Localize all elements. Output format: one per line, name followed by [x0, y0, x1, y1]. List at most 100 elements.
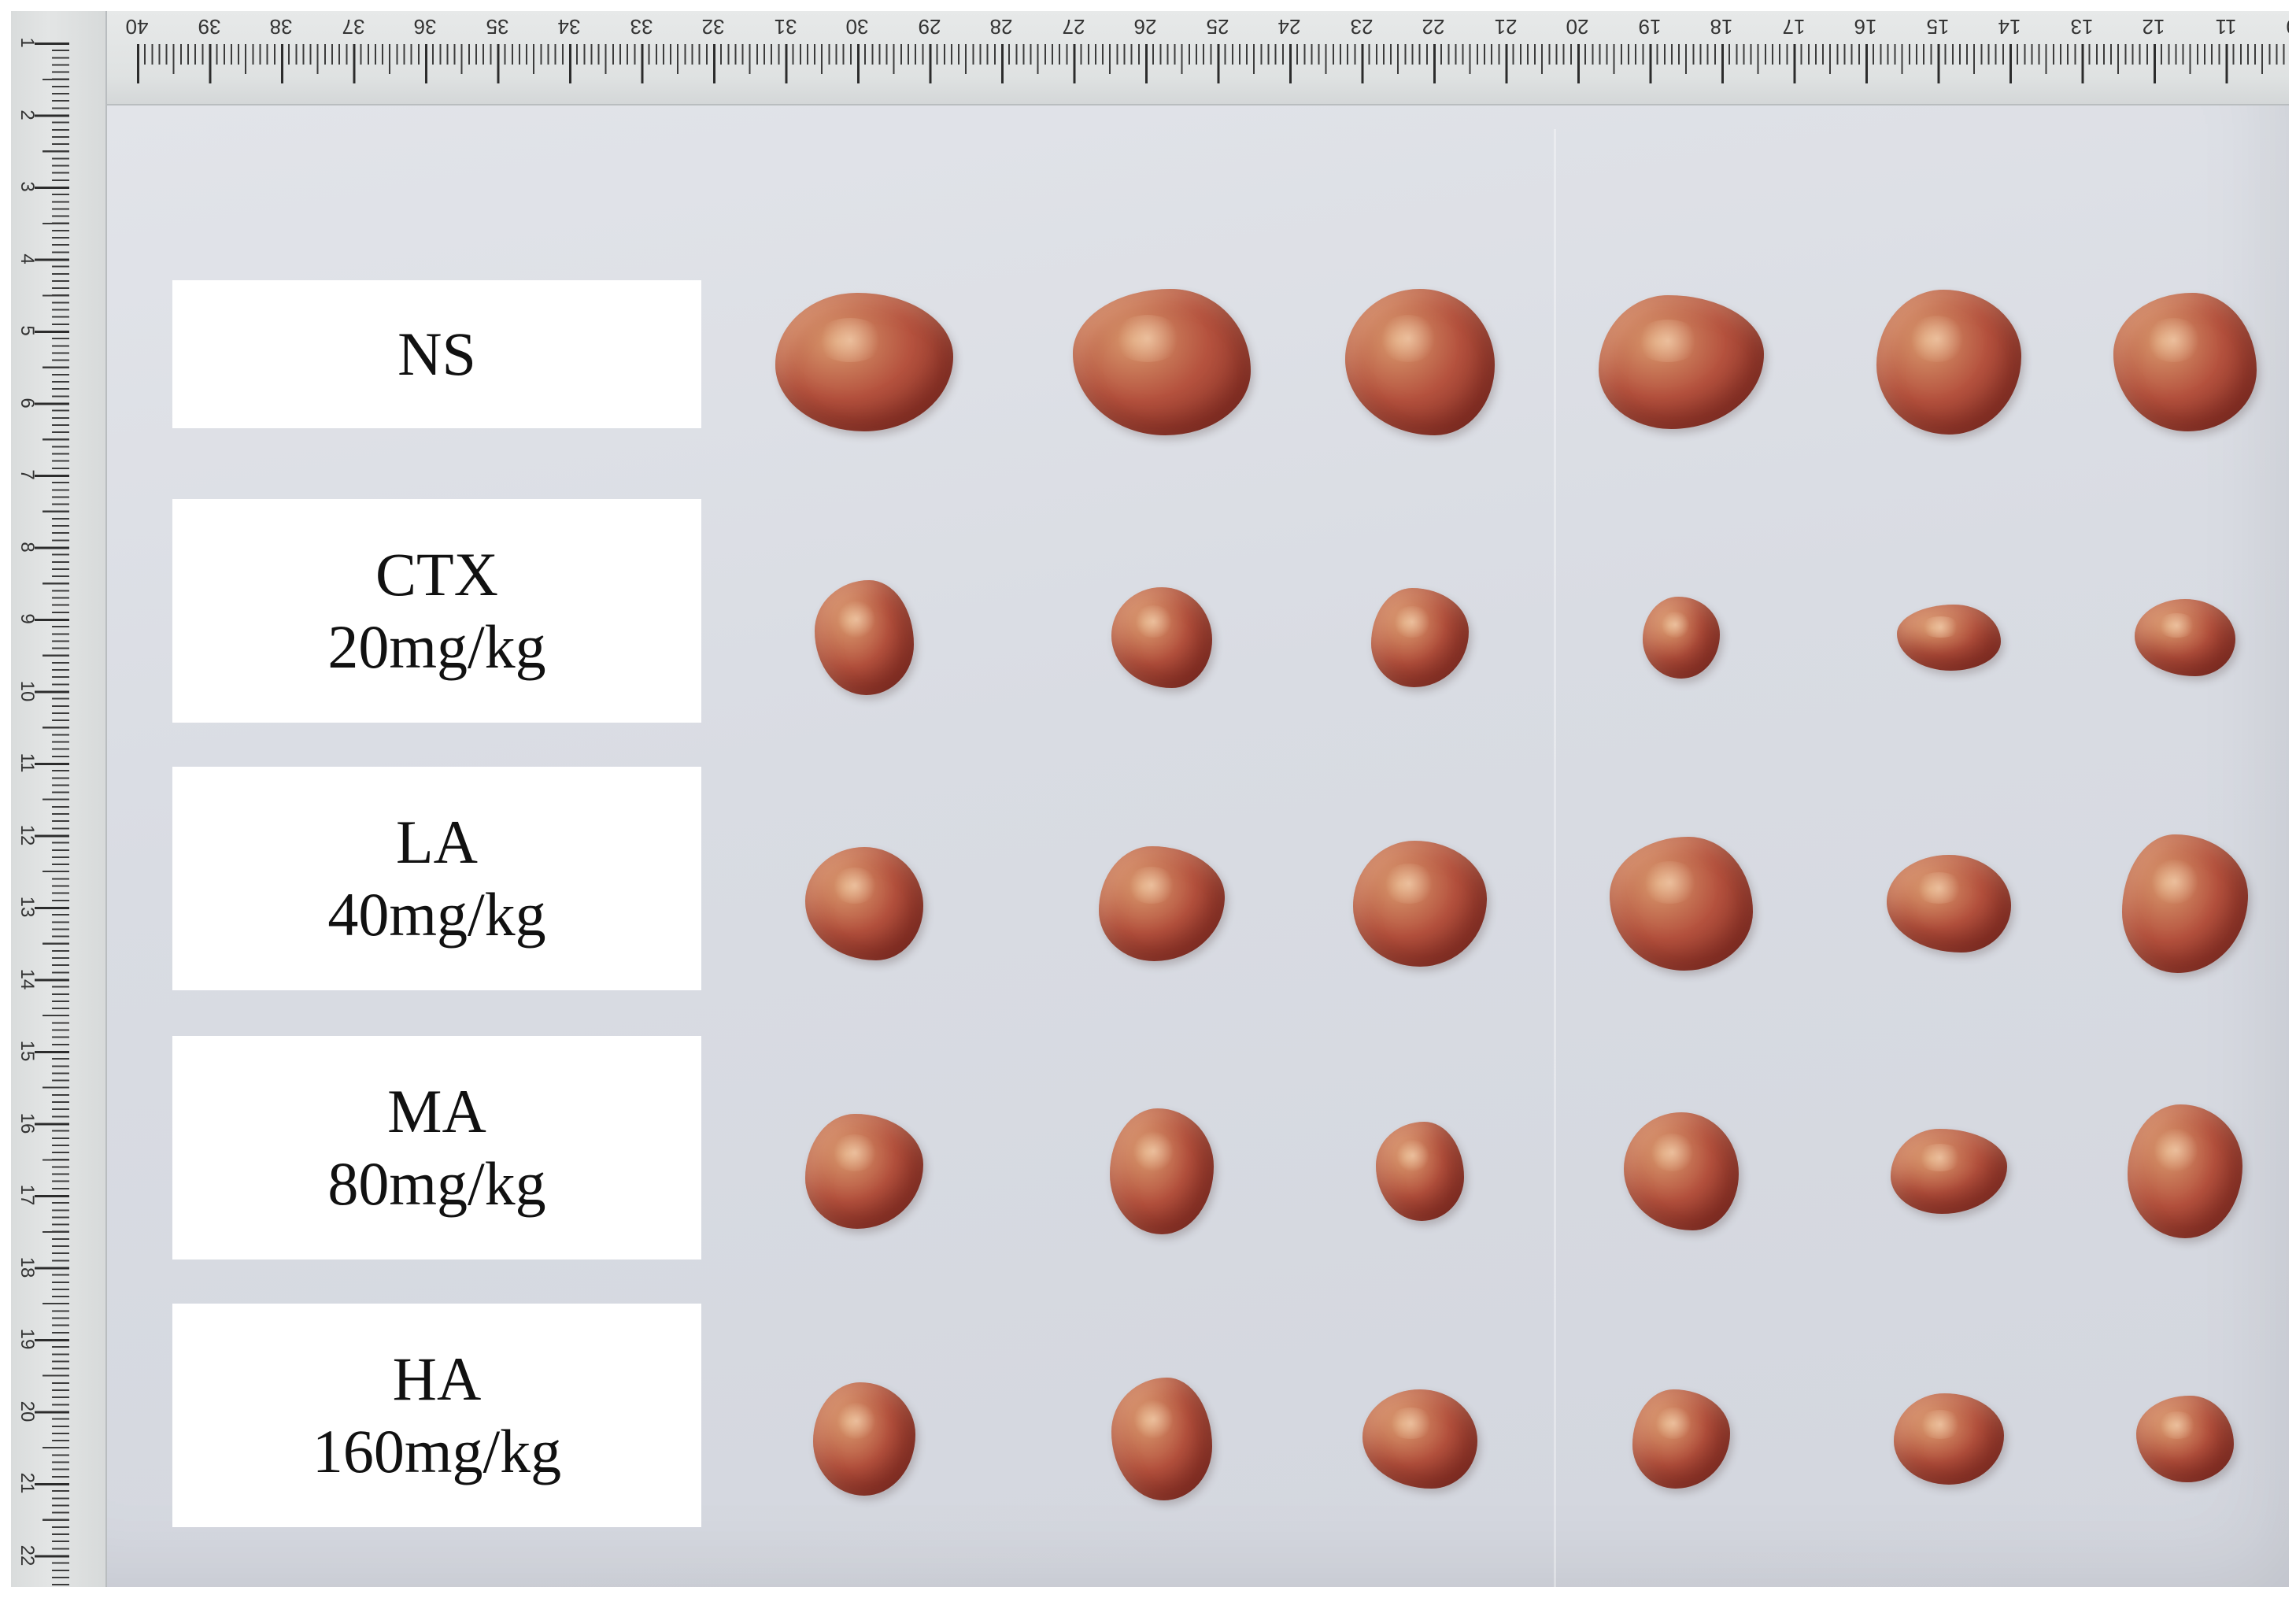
- tumor-specimen: [1099, 846, 1225, 961]
- ruler-top-number: 11: [2215, 15, 2236, 39]
- tumor-specimen: [1110, 1108, 1214, 1234]
- ruler-left-number: 11: [17, 753, 38, 773]
- ruler-left-number: 21: [17, 1472, 38, 1494]
- tumor-specimen: [1624, 1112, 1739, 1230]
- tumor-specimen: [1362, 1389, 1477, 1489]
- label-ctx: CTX 20mg/kg: [172, 499, 701, 723]
- paper-seam: [1554, 129, 1556, 1587]
- tumor-specimen: [1643, 597, 1720, 679]
- ruler-top-number: 40: [125, 15, 149, 39]
- ruler-top: 40 39 38 37 36 35 34 33 32 31 30 29 28 27 26 25 24 23 22 21…: [105, 11, 2289, 105]
- ruler-top-number: 28: [989, 15, 1013, 39]
- tumor-specimen: [2122, 834, 2248, 973]
- ruler-left-number: 20: [17, 1400, 38, 1422]
- tumor-specimen: [1073, 289, 1251, 435]
- group-name: MA: [387, 1077, 486, 1145]
- ruler-left-number: 15: [17, 1040, 38, 1062]
- ruler-top-number: 16: [1854, 15, 1877, 39]
- ruler-top-number: 26: [1133, 15, 1157, 39]
- label-la: LA 40mg/kg: [172, 767, 701, 990]
- tumor-specimen: [1610, 837, 1753, 971]
- ruler-top-number: 35: [486, 15, 508, 39]
- ruler-left-number: 4: [17, 253, 38, 264]
- ruler-left-number: 14: [17, 968, 38, 990]
- ruler-top-number: 22: [1422, 15, 1445, 39]
- ruler-left-number: 5: [17, 325, 38, 336]
- ruler-top-number: 14: [1998, 15, 2021, 39]
- ruler-left: 1 2 3 4 5 6 7 8 9 10 11 12 13 14 15 16 17 18 19 20 21 22: [11, 11, 107, 1587]
- ruler-top-number: 37: [342, 15, 364, 39]
- group-dose: 160mg/kg: [312, 1417, 562, 1485]
- tumor-specimen: [805, 1114, 923, 1229]
- tumor-specimen: [775, 293, 953, 431]
- ruler-left-number: 7: [17, 469, 38, 480]
- group-dose: 40mg/kg: [327, 880, 546, 949]
- tumor-specimen: [1891, 1129, 2007, 1214]
- ruler-top-number: 17: [1782, 15, 1805, 39]
- ruler-top-number: 15: [1926, 15, 1949, 39]
- ruler-top-number: 38: [269, 15, 293, 39]
- ruler-top-number: 10: [2274, 14, 2289, 39]
- ruler-top-number: 23: [1350, 15, 1373, 39]
- ruler-top-number: 25: [1206, 15, 1229, 39]
- tumor-specimen: [1345, 289, 1495, 435]
- tumor-specimen: [1887, 855, 2011, 953]
- tumor-specimen: [1111, 1378, 1212, 1500]
- label-ha: HA 160mg/kg: [172, 1304, 701, 1527]
- ruler-top-number: 29: [918, 15, 941, 39]
- group-dose: 20mg/kg: [327, 612, 546, 681]
- ruler-left-number: 1: [17, 37, 38, 48]
- ruler-top-number: 27: [1062, 15, 1085, 39]
- ruler-top-number: 18: [1710, 15, 1733, 39]
- ruler-top-number: 36: [413, 15, 437, 39]
- group-name: LA: [396, 808, 478, 876]
- tumor-specimen: [1632, 1389, 1730, 1489]
- tumor-specimen: [2135, 599, 2235, 676]
- ruler-top-number: 19: [1638, 15, 1661, 39]
- tumor-specimen: [1353, 841, 1487, 967]
- ruler-top-number: 33: [630, 15, 653, 39]
- ruler-left-number: 19: [17, 1328, 38, 1350]
- tumor-specimen: [1111, 587, 1212, 688]
- ruler-left-number: 17: [17, 1184, 38, 1206]
- ruler-left-number: 12: [17, 824, 38, 845]
- ruler-left-number: 2: [17, 109, 38, 120]
- ruler-top-number: 24: [1277, 15, 1301, 39]
- ruler-top-number: 39: [198, 15, 220, 39]
- ruler-left-number: 8: [17, 541, 38, 553]
- group-name: HA: [392, 1345, 482, 1413]
- ruler-left-number: 9: [17, 613, 38, 624]
- ruler-top-number: 13: [2070, 15, 2093, 39]
- ruler-top-number: 12: [2142, 15, 2165, 39]
- ruler-top-number: 34: [557, 15, 581, 39]
- ruler-left-number: 22: [17, 1544, 38, 1566]
- ruler-top-cm-ticks: [137, 44, 2289, 83]
- ruler-top-number: 30: [845, 15, 869, 39]
- ruler-left-number: 6: [17, 397, 38, 409]
- tumor-specimen: [2136, 1396, 2234, 1482]
- tumor-specimen: [1599, 295, 1764, 429]
- ruler-left-number: 16: [17, 1112, 38, 1134]
- tumor-specimen: [2113, 293, 2257, 431]
- ruler-left-number: 18: [17, 1256, 38, 1278]
- group-dose: 80mg/kg: [327, 1149, 546, 1218]
- ruler-top-number: 21: [1494, 15, 1517, 39]
- tumor-specimen: [805, 847, 923, 960]
- tumor-specimen: [813, 1382, 915, 1496]
- ruler-left-number: 13: [17, 896, 38, 918]
- tumor-specimen: [1371, 588, 1469, 687]
- ruler-top-number: 20: [1566, 15, 1589, 39]
- ruler-left-cm-ticks: [35, 43, 69, 1587]
- group-name: CTX: [375, 540, 498, 608]
- label-ns: NS: [172, 280, 701, 428]
- tumor-specimen: [1376, 1122, 1464, 1221]
- tumor-specimen: [1897, 605, 2001, 671]
- tumor-specimen: [1894, 1393, 2004, 1485]
- ruler-left-number: 3: [17, 181, 38, 192]
- tumor-specimen: [815, 580, 914, 695]
- label-ma: MA 80mg/kg: [172, 1036, 701, 1260]
- tumor-specimen: [2128, 1104, 2242, 1238]
- ruler-top-number: 32: [701, 15, 725, 39]
- tumor-specimen: [1876, 290, 2021, 435]
- tumor-specimen-photo: 40 39 38 37 36 35 34 33 32 31 30 29 28 27 26 25 24 23 22 21…: [11, 11, 2289, 1587]
